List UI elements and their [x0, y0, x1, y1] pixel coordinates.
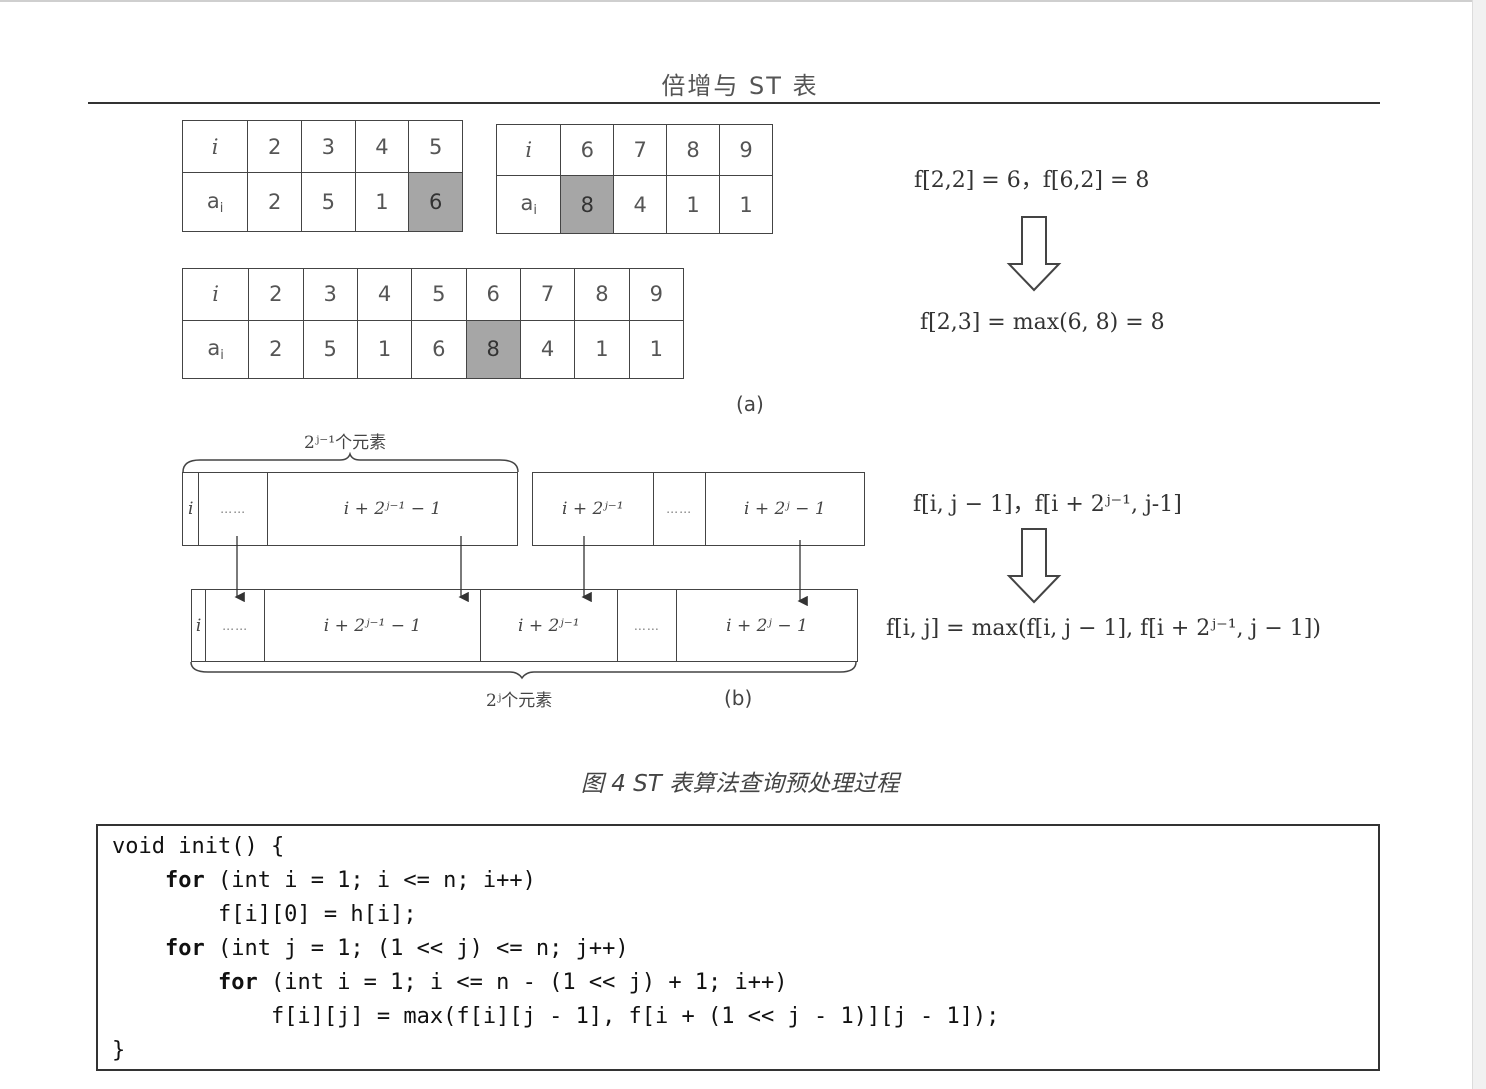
value-cell: 6 — [411, 319, 467, 380]
index-cell: 9 — [628, 268, 685, 321]
value-cell: 5 — [300, 172, 356, 232]
code-line: for (int i = 1; i <= n; i++) — [164, 868, 536, 893]
figure-b-label: (b) — [724, 686, 753, 710]
index-cell: 5 — [408, 119, 463, 174]
segment-cell: i + 2ʲ − 1 — [675, 589, 859, 662]
header-rule — [88, 102, 1380, 104]
table-merged: i 2 3 4 5 6 7 8 9 ai 2 5 1 6 8 4 1 1 — [181, 268, 685, 380]
segment-cell: i + 2ʲ⁻¹ − 1 — [266, 472, 519, 546]
value-cell: 6 — [408, 172, 463, 232]
segment-cell: …… — [616, 589, 677, 662]
code-line: for (int i = 1; i <= n - (1 << j) + 1; i… — [217, 970, 788, 995]
subscript: i — [219, 200, 224, 216]
code-line: f[i][j] = max(f[i][j - 1], f[i + (1 << j… — [112, 1004, 1000, 1029]
code-line: f[i][0] = h[i]; — [112, 902, 417, 927]
segment-cell: i + 2ʲ⁻¹ — [479, 589, 618, 662]
row-header-value: ai — [495, 175, 562, 234]
value-cell: 4 — [519, 319, 576, 380]
row-header-index: i — [495, 123, 562, 177]
segment-cell: i + 2ʲ⁻¹ — [532, 472, 654, 546]
value-cell: 8 — [560, 175, 615, 234]
index-cell: 2 — [248, 268, 304, 321]
index-cell: 7 — [613, 123, 668, 177]
equation-a-top: f[2,2] = 6，f[6,2] = 8 — [914, 168, 1150, 193]
keyword: for — [164, 936, 205, 961]
segment-right: i + 2ʲ⁻¹…… i + 2ʲ − 1 — [532, 472, 866, 546]
bottom-brace — [190, 661, 857, 680]
value-cell: 8 — [465, 319, 521, 380]
top-border — [0, 0, 1472, 2]
table-left: i 2 3 4 5 ai 2 5 1 6 — [181, 119, 463, 232]
segment-cell: i + 2ʲ⁻¹ − 1 — [264, 589, 481, 662]
row-header-index: i — [181, 268, 250, 321]
index-cell: 9 — [719, 123, 773, 177]
equation-a-bottom: f[2,3] = max(6, 8) = 8 — [920, 310, 1165, 335]
segment-cell: i + 2ʲ − 1 — [704, 472, 866, 546]
code-line: for (int j = 1; (1 << j) <= n; j++) — [164, 936, 629, 961]
bottom-brace-label: 2ʲ个元素 — [486, 691, 553, 711]
row-header-value: ai — [181, 172, 249, 232]
page-header: 倍增与 ST 表 — [661, 72, 819, 100]
down-arrow-icon — [1006, 528, 1062, 604]
index-cell: 6 — [465, 268, 521, 321]
code-line: } — [112, 1038, 126, 1063]
segment-left: i…… i + 2ʲ⁻¹ − 1 — [181, 472, 519, 546]
segment-cell: …… — [652, 472, 706, 546]
keyword: for — [217, 970, 258, 995]
row-header-value: ai — [181, 319, 250, 380]
value-cell: 1 — [356, 319, 413, 380]
top-brace-label: 2ʲ⁻¹个元素 — [304, 433, 387, 453]
top-brace — [182, 452, 519, 473]
page-edge — [1472, 0, 1486, 1089]
value-cell: 1 — [666, 175, 721, 234]
row-header-index: i — [181, 119, 249, 174]
index-cell: 3 — [300, 119, 356, 174]
equation-b-bottom: f[i, j] = max(f[i, j − 1], f[i + 2ʲ⁻¹, j… — [886, 616, 1321, 641]
segment-cell: i — [181, 472, 200, 546]
index-cell: 2 — [247, 119, 302, 174]
index-cell: 6 — [560, 123, 615, 177]
value-cell: 1 — [574, 319, 630, 380]
figure-a-label: (a) — [736, 392, 764, 416]
index-cell: 8 — [666, 123, 721, 177]
index-cell: 7 — [519, 268, 576, 321]
value-cell: 1 — [354, 172, 410, 232]
table-right: i 6 7 8 9 ai 8 4 1 1 — [495, 123, 773, 234]
code-block: void init() { for (int i = 1; i <= n; i+… — [96, 824, 1380, 1071]
subscript: i — [533, 203, 537, 219]
keyword: for — [164, 868, 205, 893]
figure-caption: 图 4 ST 表算法查询预处理过程 — [580, 771, 900, 797]
equation-b-top: f[i, j − 1]，f[i + 2ʲ⁻¹, j-1] — [913, 492, 1182, 517]
subscript: i — [220, 347, 224, 363]
value-cell: 2 — [248, 319, 304, 380]
code-line: void init() { — [112, 834, 285, 859]
value-cell: 1 — [719, 175, 773, 234]
value-cell: 5 — [302, 319, 358, 380]
segment-cell: i — [190, 589, 207, 662]
down-arrow-icon — [1006, 216, 1062, 292]
value-cell: 1 — [628, 319, 685, 380]
